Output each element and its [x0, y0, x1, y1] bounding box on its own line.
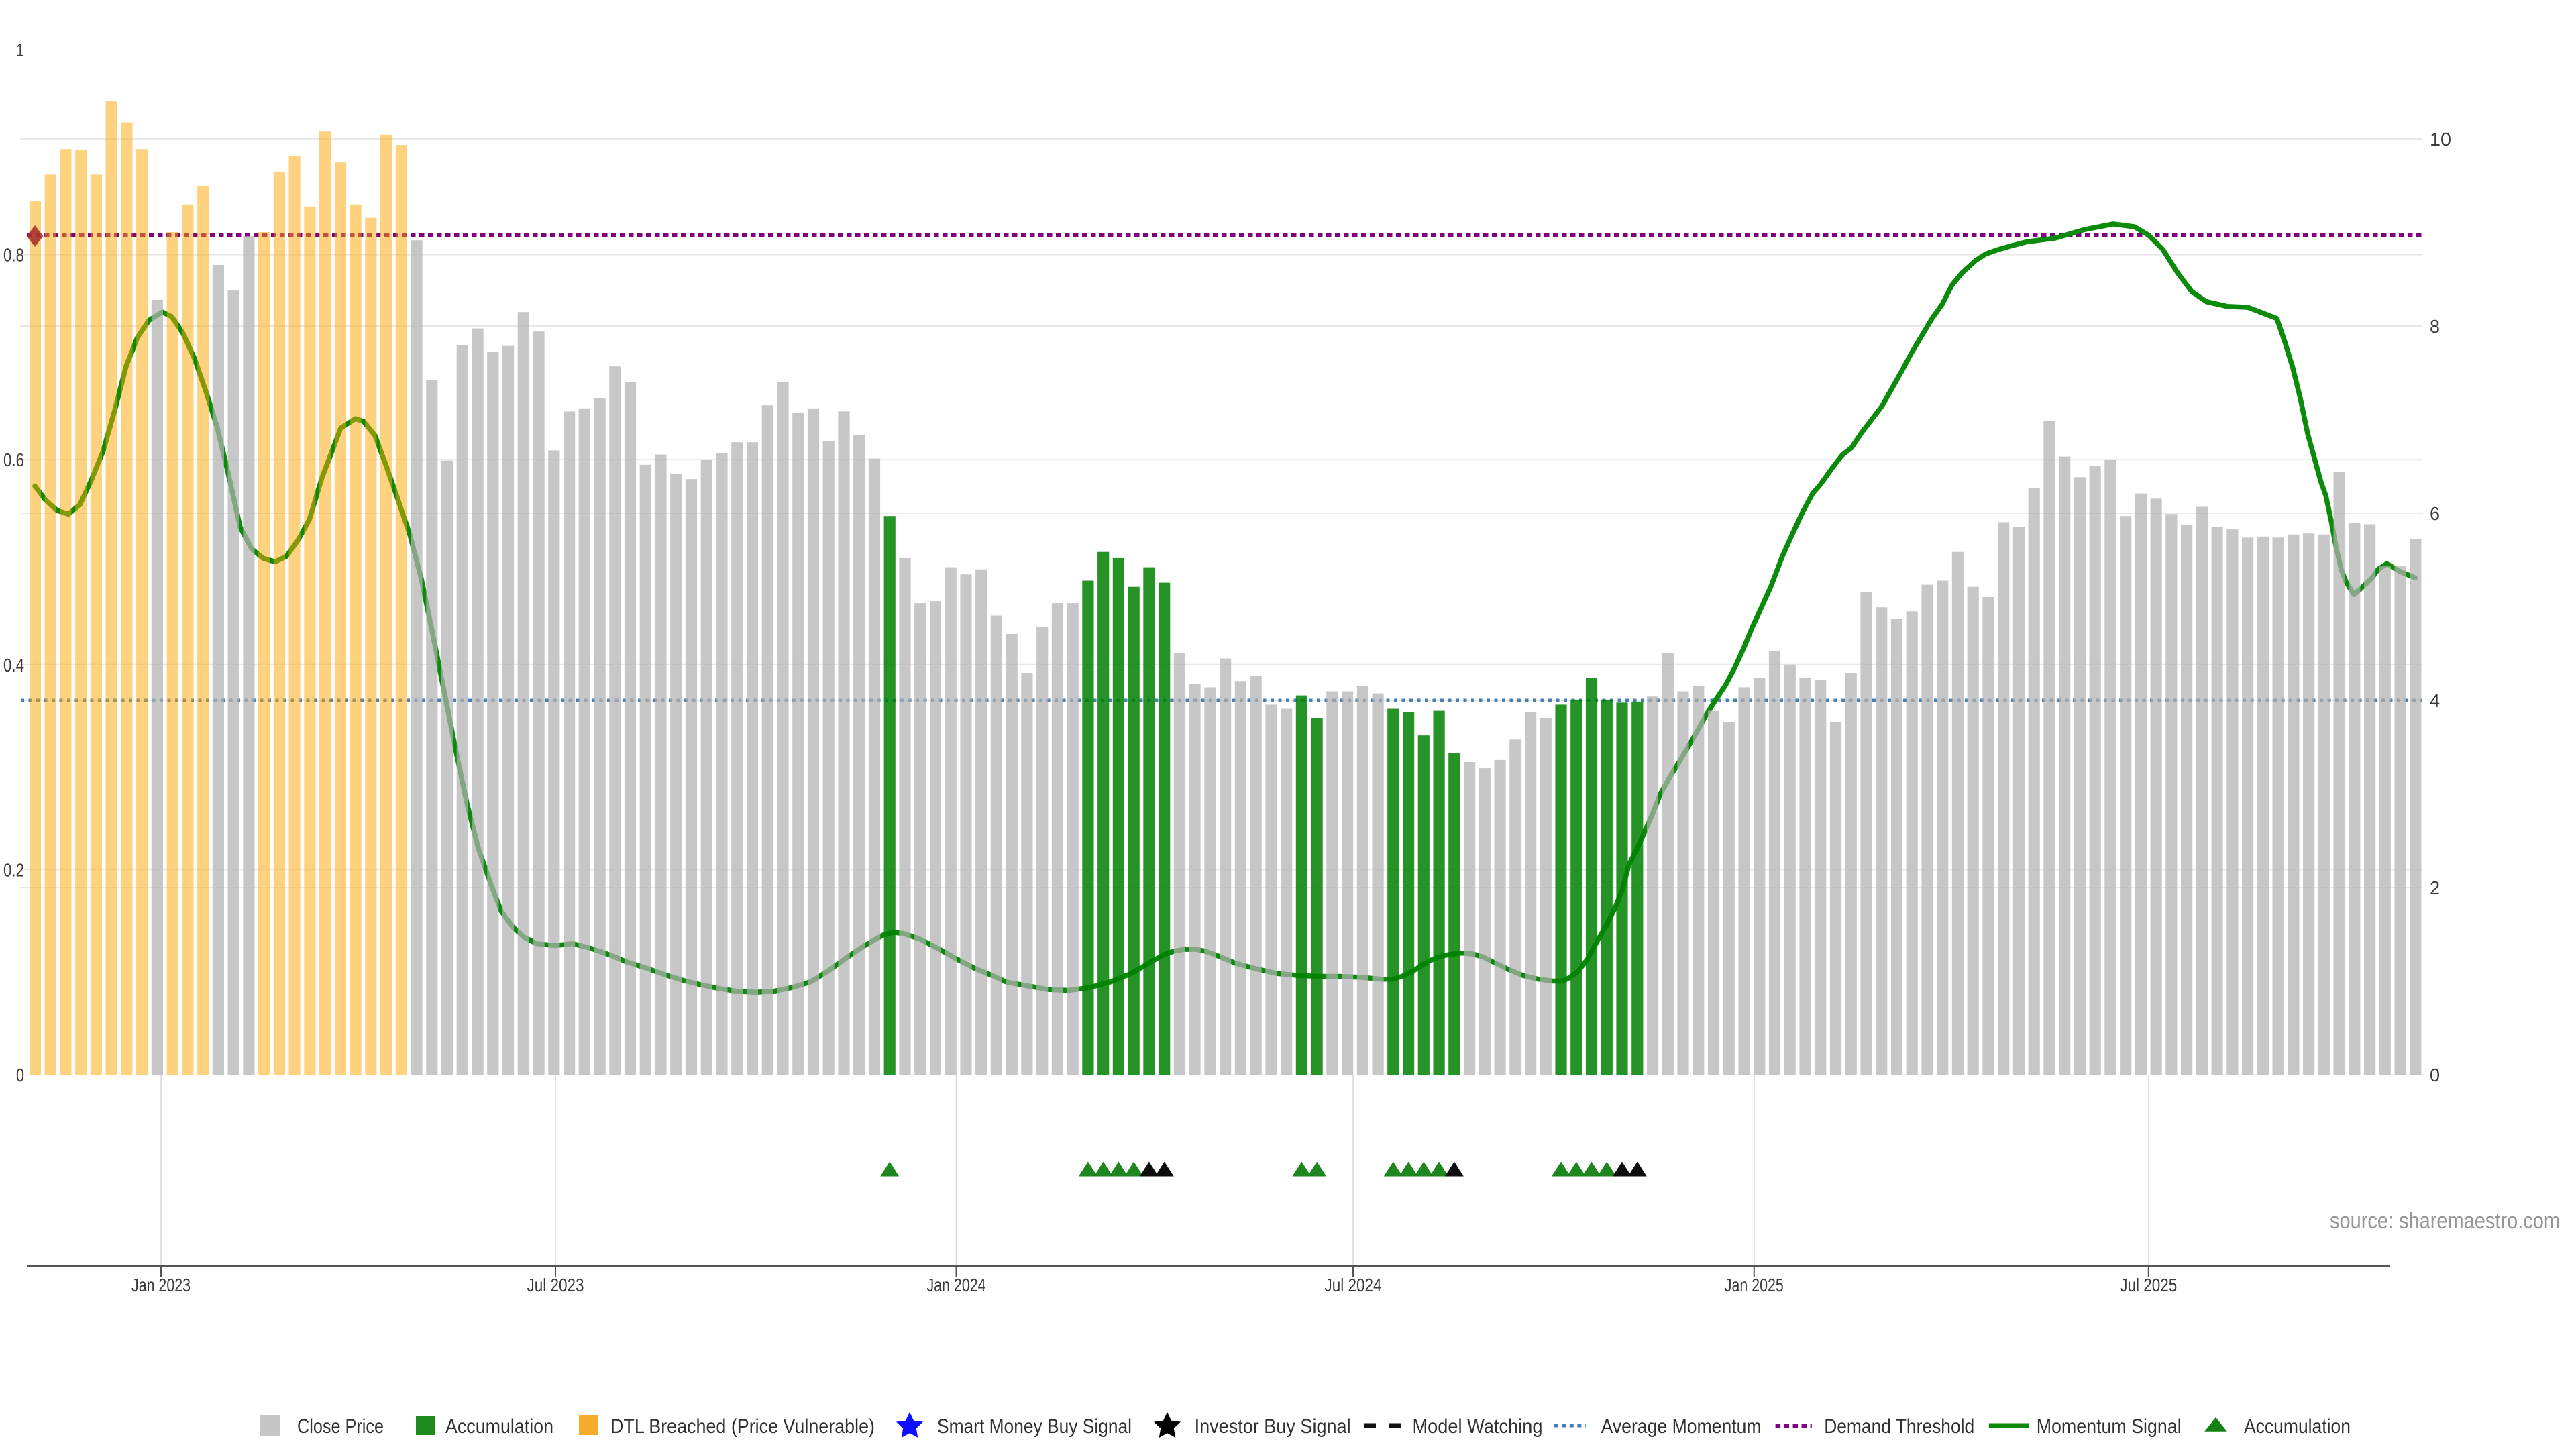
svg-text:Close Price: Close Price: [297, 1415, 384, 1438]
svg-text:10: 10: [2430, 129, 2451, 150]
svg-text:Jul 2024: Jul 2024: [1325, 1275, 1382, 1295]
svg-text:Demand Threshold: Demand Threshold: [1824, 1415, 1974, 1438]
svg-text:0.2: 0.2: [3, 859, 24, 880]
svg-text:Accumulation: Accumulation: [445, 1415, 553, 1438]
svg-text:0: 0: [16, 1065, 24, 1085]
svg-text:DTL Breached (Price Vulnerable: DTL Breached (Price Vulnerable): [610, 1415, 875, 1438]
svg-text:Jan 2024: Jan 2024: [927, 1275, 986, 1295]
svg-text:Smart Money Buy Signal: Smart Money Buy Signal: [937, 1415, 1132, 1438]
svg-text:Model Watching: Model Watching: [1413, 1415, 1543, 1438]
svg-text:Investor Buy Signal: Investor Buy Signal: [1195, 1415, 1351, 1438]
svg-text:4: 4: [2430, 690, 2440, 711]
svg-text:2: 2: [2430, 877, 2440, 898]
svg-text:1: 1: [16, 40, 24, 60]
svg-text:Jan 2023: Jan 2023: [131, 1275, 191, 1295]
svg-text:8: 8: [2430, 316, 2440, 337]
svg-text:0.4: 0.4: [3, 655, 24, 676]
svg-text:0.8: 0.8: [3, 245, 24, 266]
svg-text:0.6: 0.6: [3, 449, 24, 470]
svg-text:Momentum Signal: Momentum Signal: [2037, 1415, 2182, 1438]
svg-text:Jul 2025: Jul 2025: [2120, 1275, 2177, 1295]
svg-text:Average Momentum: Average Momentum: [1601, 1415, 1762, 1438]
svg-text:source: sharemaestro.com: source: sharemaestro.com: [2330, 1208, 2560, 1234]
svg-text:Jul 2023: Jul 2023: [527, 1275, 584, 1295]
svg-text:0: 0: [2430, 1065, 2440, 1085]
svg-text:Accumulation: Accumulation: [2244, 1415, 2351, 1438]
svg-text:Jan 2025: Jan 2025: [1725, 1275, 1784, 1295]
svg-text:6: 6: [2430, 503, 2440, 524]
